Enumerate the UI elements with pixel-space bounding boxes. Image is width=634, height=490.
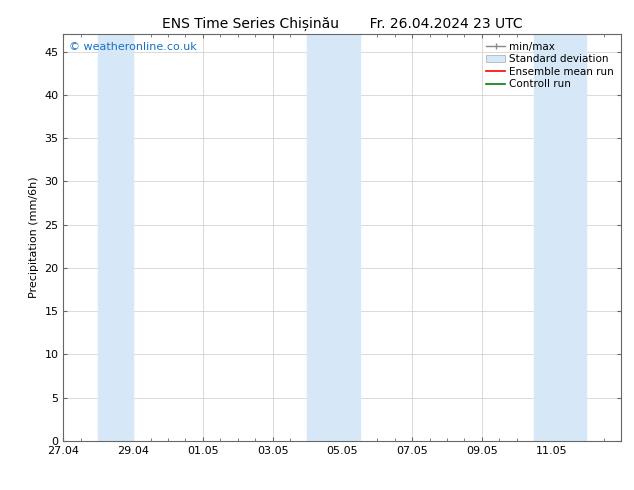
Bar: [98, 34, 133, 441]
Text: © weatheronline.co.uk: © weatheronline.co.uk: [69, 43, 197, 52]
Bar: [307, 34, 360, 441]
Legend: min/max, Standard deviation, Ensemble mean run, Controll run: min/max, Standard deviation, Ensemble me…: [484, 40, 616, 92]
Title: ENS Time Series Chișinău       Fr. 26.04.2024 23 UTC: ENS Time Series Chișinău Fr. 26.04.2024 …: [162, 16, 522, 30]
Bar: [534, 34, 586, 441]
Y-axis label: Precipitation (mm/6h): Precipitation (mm/6h): [29, 177, 39, 298]
